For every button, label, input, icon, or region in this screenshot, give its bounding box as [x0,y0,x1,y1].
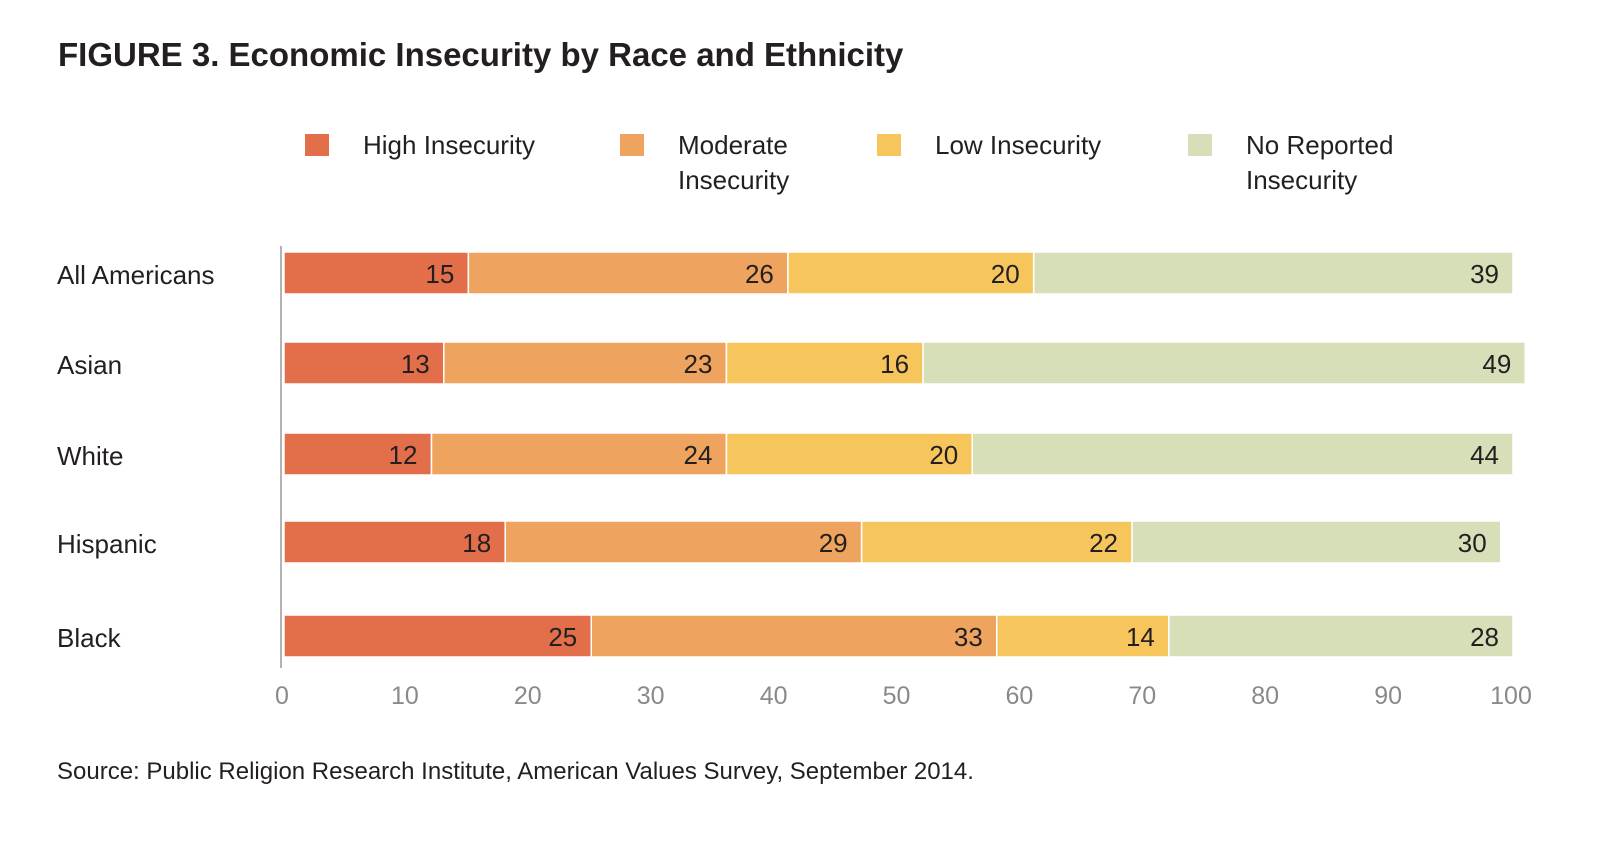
value-label-white-moderate-insecurity: 24 [684,440,713,470]
bar-segment-asian-low-insecurity [725,341,924,385]
value-label-hispanic-moderate-insecurity: 29 [819,528,848,558]
bar-segment-black-no-reported-insecurity [1168,614,1514,658]
x-tick-label-20: 20 [514,682,542,710]
bar-segment-hispanic-moderate-insecurity [504,520,863,564]
bar-segment-all-americans-no-reported-insecurity [1032,251,1514,295]
bar-segment-all-americans-low-insecurity [787,251,1035,295]
x-tick-label-100: 100 [1490,682,1532,710]
chart-title: FIGURE 3. Economic Insecurity by Race an… [58,36,904,73]
value-label-asian-moderate-insecurity: 23 [684,349,713,379]
x-tick-label-50: 50 [883,682,911,710]
bar-segment-white-high-insecurity [283,432,433,476]
value-label-white-high-insecurity: 12 [389,440,418,470]
value-label-asian-low-insecurity: 16 [880,349,909,379]
x-tick-label-30: 30 [637,682,665,710]
x-tick-label-40: 40 [760,682,788,710]
legend-label-high-insecurity: High Insecurity [363,130,535,160]
value-label-all-americans-moderate-insecurity: 26 [745,259,774,289]
x-tick-label-10: 10 [391,682,419,710]
x-axis-ticks-group: 0 10 20 30 40 50 60 70 80 90 100 [275,682,1532,710]
value-label-white-low-insecurity: 20 [929,440,958,470]
x-tick-label-70: 70 [1128,682,1156,710]
legend-label-moderate-insecurity: Moderate Insecurity [678,130,790,195]
bar-segment-black-high-insecurity [283,614,592,658]
value-label-white-no-reported-insecurity: 44 [1470,440,1499,470]
bar-segment-asian-moderate-insecurity [443,341,728,385]
bar-segment-asian-no-reported-insecurity [922,341,1527,385]
x-tick-label-90: 90 [1374,682,1402,710]
chart-legend: High Insecurity Moderate Insecurity Low … [0,0,1614,200]
value-label-all-americans-no-reported-insecurity: 39 [1470,259,1499,289]
value-label-all-americans-high-insecurity: 15 [425,259,454,289]
bar-segment-hispanic-no-reported-insecurity [1131,520,1502,564]
x-tick-label-60: 60 [1005,682,1033,710]
category-labels-group: All Americans Asian White Hispanic Black [57,260,215,653]
value-label-asian-no-reported-insecurity: 49 [1482,349,1511,379]
bar-segment-black-moderate-insecurity [590,614,998,658]
stacked-bar-chart: 15 26 20 39 13 23 16 49 12 24 20 44 18 29 22 30 25 33 14 28… [57,246,1532,710]
value-label-hispanic-low-insecurity: 22 [1089,528,1118,558]
bar-segment-asian-high-insecurity [283,341,445,385]
legend-swatch-moderate-insecurity [620,134,644,156]
value-label-all-americans-low-insecurity: 20 [991,259,1020,289]
x-tick-label-80: 80 [1251,682,1279,710]
legend-swatch-high-insecurity [305,134,329,156]
bar-segment-white-low-insecurity [725,432,973,476]
value-label-asian-high-insecurity: 13 [401,349,430,379]
legend-label-low-insecurity: Low Insecurity [935,130,1102,160]
bars-group [283,251,1527,658]
value-label-black-low-insecurity: 14 [1126,622,1155,652]
category-label-asian: Asian [57,350,122,380]
value-label-black-no-reported-insecurity: 28 [1470,622,1499,652]
value-label-black-high-insecurity: 25 [548,622,577,652]
category-label-all-americans: All Americans [57,260,215,290]
value-label-black-moderate-insecurity: 33 [954,622,983,652]
category-label-black: Black [57,623,122,653]
x-tick-label-0: 0 [275,682,289,710]
value-label-hispanic-high-insecurity: 18 [462,528,491,558]
value-labels-group: 15 26 20 39 13 23 16 49 12 24 20 44 18 29 22 30 25 33 14 28 [389,259,1512,652]
source-note: Source: Public Religion Research Institu… [57,758,974,785]
bar-segment-white-moderate-insecurity [430,432,728,476]
bar-segment-hispanic-high-insecurity [283,520,506,564]
bar-segment-white-no-reported-insecurity [971,432,1514,476]
value-label-hispanic-no-reported-insecurity: 30 [1458,528,1487,558]
category-label-white: White [57,441,123,471]
bar-segment-all-americans-moderate-insecurity [467,251,789,295]
legend-swatch-no-reported-insecurity [1188,134,1212,156]
legend-swatch-low-insecurity [877,134,901,156]
bar-segment-all-americans-high-insecurity [283,251,470,295]
bar-segment-hispanic-low-insecurity [860,520,1133,564]
category-label-hispanic: Hispanic [57,529,157,559]
legend-label-no-reported-insecurity: No Reported Insecurity [1246,130,1394,195]
